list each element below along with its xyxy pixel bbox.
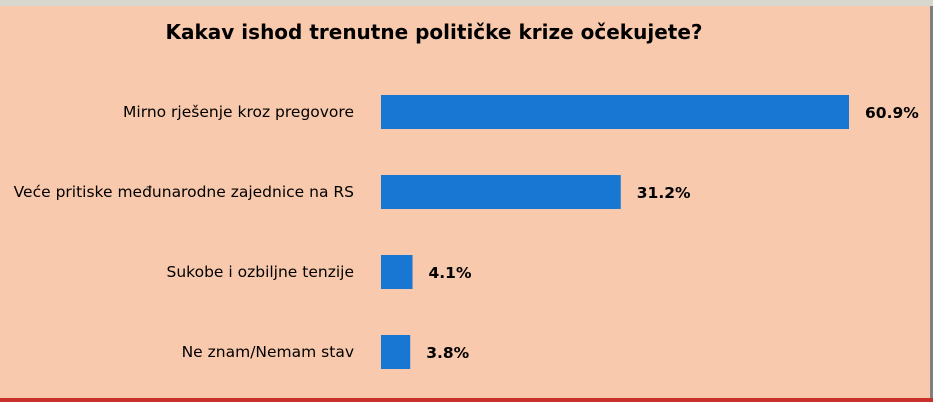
bar [381,95,849,129]
chart-bottom-edge [0,398,933,402]
bar [381,175,621,209]
value-label: 3.8% [426,344,469,362]
bar [381,255,413,289]
category-label: Mirno rješenje kroz pregovore [123,103,354,121]
category-label: Veće pritiske međunarodne zajednice na R… [14,183,354,201]
value-label: 4.1% [429,264,472,282]
value-label: 31.2% [637,184,691,202]
category-label: Ne znam/Nemam stav [182,343,354,361]
category-label: Sukobe i ozbiljne tenzije [167,263,355,281]
chart-title: Kakav ishod trenutne političke krize oče… [165,20,703,44]
value-label: 60.9% [865,104,919,122]
bar [381,335,411,369]
